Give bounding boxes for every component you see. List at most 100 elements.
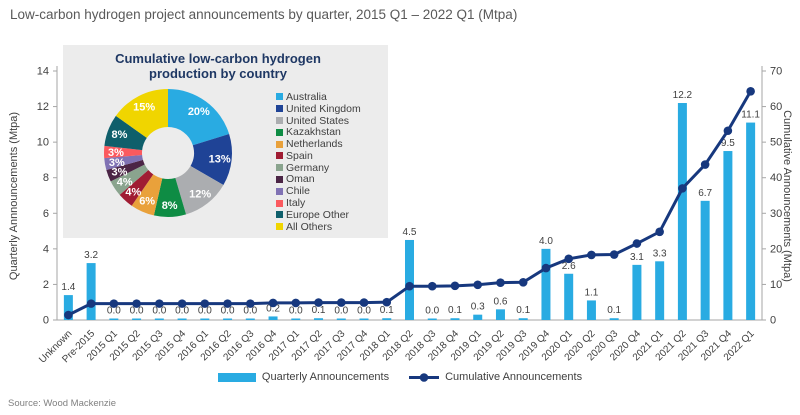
legend-swatch-icon bbox=[276, 223, 283, 231]
left-tick-label: 8 bbox=[43, 172, 49, 184]
pie-slice-spain bbox=[119, 170, 154, 206]
bar-2017-q3 bbox=[336, 318, 346, 320]
bar-value-label-2017-q3: 0.0 bbox=[334, 306, 348, 317]
bar-value-label-2019-q1: 0.3 bbox=[471, 302, 485, 313]
bar-value-label-pre-2015: 3.2 bbox=[84, 250, 98, 261]
bar-2020-q3 bbox=[609, 318, 619, 320]
pie-slice-all-others bbox=[115, 89, 168, 138]
donut-legend-item-spain: Spain bbox=[276, 150, 361, 162]
donut-legend-item-united-kingdom: United Kingdom bbox=[276, 103, 361, 115]
donut-legend-label: All Others bbox=[286, 220, 333, 233]
donut-legend-item-europe-other: Europe Other bbox=[276, 209, 361, 221]
bar-2019-q2 bbox=[495, 309, 505, 320]
legend-label-quarterly: Quarterly Announcements bbox=[261, 371, 390, 383]
bar-value-label-2015-q3: 0.0 bbox=[152, 306, 166, 317]
legend-swatch-icon bbox=[276, 152, 283, 160]
donut-legend-label: United Kingdom bbox=[286, 102, 361, 115]
line-marker-2021-q1 bbox=[655, 227, 664, 237]
bar-2021-q4 bbox=[723, 151, 733, 320]
donut-legend-item-chile: Chile bbox=[276, 185, 361, 197]
line-marker-2022-q1 bbox=[746, 86, 755, 96]
donut-legend-item-all-others: All Others bbox=[276, 221, 361, 233]
pie-slice-united-states bbox=[175, 166, 224, 215]
pie-label-united-kingdom: 13% bbox=[209, 154, 231, 166]
bar-value-label-2019-q4: 4.0 bbox=[539, 236, 553, 247]
bar-2022-q1 bbox=[746, 122, 756, 320]
page-title: Low-carbon hydrogen project announcement… bbox=[10, 7, 518, 22]
pie-label-netherlands: 6% bbox=[139, 195, 155, 207]
legend-label-cumulative: Cumulative Announcements bbox=[445, 371, 583, 383]
line-marker-2020-q4 bbox=[632, 239, 642, 248]
donut-legend-label: Germany bbox=[286, 161, 330, 174]
bar-2016-q4 bbox=[268, 316, 278, 320]
bar-2015-q4 bbox=[177, 318, 187, 320]
pie-label-united-states: 12% bbox=[189, 189, 211, 201]
line-marker-2018-q3 bbox=[427, 281, 437, 291]
line-marker-2016-q1 bbox=[200, 299, 210, 308]
line-marker-2019-q2 bbox=[496, 278, 505, 287]
bar-value-label-2016-q3: 0.0 bbox=[243, 306, 257, 317]
legend-swatch-icon bbox=[276, 105, 283, 113]
bar-2016-q3 bbox=[245, 318, 255, 320]
bar-value-label-2015-q4: 0.0 bbox=[175, 306, 189, 317]
bar-value-label-2017-q1: 0.0 bbox=[289, 306, 303, 317]
pie-slice-chile bbox=[104, 155, 143, 171]
left-tick-label: 0 bbox=[43, 315, 49, 327]
line-marker-2017-q1 bbox=[291, 298, 301, 308]
right-tick-label: 50 bbox=[770, 137, 782, 149]
bar-2018-q4 bbox=[450, 318, 460, 320]
bar-2015-q1 bbox=[109, 318, 119, 320]
line-marker-2020-q3 bbox=[609, 250, 619, 259]
line-swatch-icon bbox=[409, 372, 440, 383]
bar-2015-q2 bbox=[132, 318, 142, 320]
bar-2016-q1 bbox=[200, 318, 210, 320]
bar-2020-q1 bbox=[564, 273, 574, 320]
bar-2019-q1 bbox=[473, 314, 483, 320]
pie-slice-kazakhstan bbox=[153, 177, 187, 217]
right-tick-label: 60 bbox=[770, 101, 782, 113]
legend-swatch-icon bbox=[276, 164, 283, 172]
pie-slice-united-kingdom bbox=[190, 133, 232, 185]
legend-swatch-icon bbox=[276, 93, 283, 101]
bar-value-label-2020-q4: 3.1 bbox=[630, 252, 644, 263]
line-marker-2016-q4 bbox=[268, 298, 278, 308]
bar-value-label-unknown: 1.4 bbox=[61, 282, 75, 293]
line-marker-2021-q4 bbox=[723, 126, 733, 136]
country-share-inset: 20% 13% 12% 8% 6% 4% 4% 3% 3% 3% 8% 15% Cumulative … bbox=[63, 45, 388, 238]
bar-value-label-2016-q2: 0.0 bbox=[221, 306, 235, 317]
donut-chart: 20%13%12%8%6%4%4%3%3%3%8%15% bbox=[104, 89, 232, 217]
bar-2017-q4 bbox=[359, 318, 369, 320]
bar-2017-q1 bbox=[291, 318, 301, 320]
bar-2018-q1 bbox=[382, 318, 392, 320]
bar-value-label-2022-q1: 11.1 bbox=[741, 110, 760, 121]
bar-pre-2015 bbox=[86, 263, 96, 320]
right-axis-title: Cumulative Announcements (Mtpa) bbox=[781, 110, 793, 282]
donut-legend-label: Australia bbox=[286, 90, 327, 103]
legend-swatch-icon bbox=[276, 116, 283, 124]
chart-legend: Quarterly Announcements Cumulative Annou… bbox=[0, 371, 800, 383]
bar-value-label-2019-q2: 0.6 bbox=[494, 296, 508, 307]
bar-2018-q2 bbox=[405, 239, 414, 320]
line-marker-2015-q1 bbox=[109, 299, 119, 308]
legend-item-quarterly: Quarterly Announcements bbox=[217, 371, 390, 383]
left-axis-title: Quarterly Annnouncements (Mtpa) bbox=[8, 111, 20, 281]
bar-value-label-2021-q4: 9.5 bbox=[721, 138, 735, 149]
bar-2019-q3 bbox=[518, 318, 528, 320]
line-marker-unknown bbox=[64, 310, 73, 320]
donut-legend-label: Netherlands bbox=[286, 138, 343, 151]
donut-legend-label: Kazakhstan bbox=[286, 126, 341, 139]
pie-slice-australia bbox=[168, 89, 230, 146]
bar-value-label-2018-q1: 0.1 bbox=[380, 305, 394, 316]
line-marker-2018-q4 bbox=[450, 281, 460, 291]
bar-value-label-2017-q4: 0.0 bbox=[357, 306, 371, 317]
pie-slice-oman bbox=[106, 159, 145, 182]
bar-2018-q3 bbox=[427, 318, 437, 320]
pie-label-spain: 4% bbox=[125, 187, 141, 199]
bar-2015-q3 bbox=[154, 318, 164, 320]
inset-chart-title: Cumulative low-carbon hydrogen productio… bbox=[115, 51, 321, 82]
left-tick-label: 10 bbox=[37, 137, 49, 149]
right-tick-label: 0 bbox=[770, 315, 776, 327]
donut-legend-item-oman: Oman bbox=[276, 173, 361, 185]
legend-swatch-icon bbox=[276, 199, 283, 207]
bar-swatch-icon bbox=[217, 372, 256, 382]
